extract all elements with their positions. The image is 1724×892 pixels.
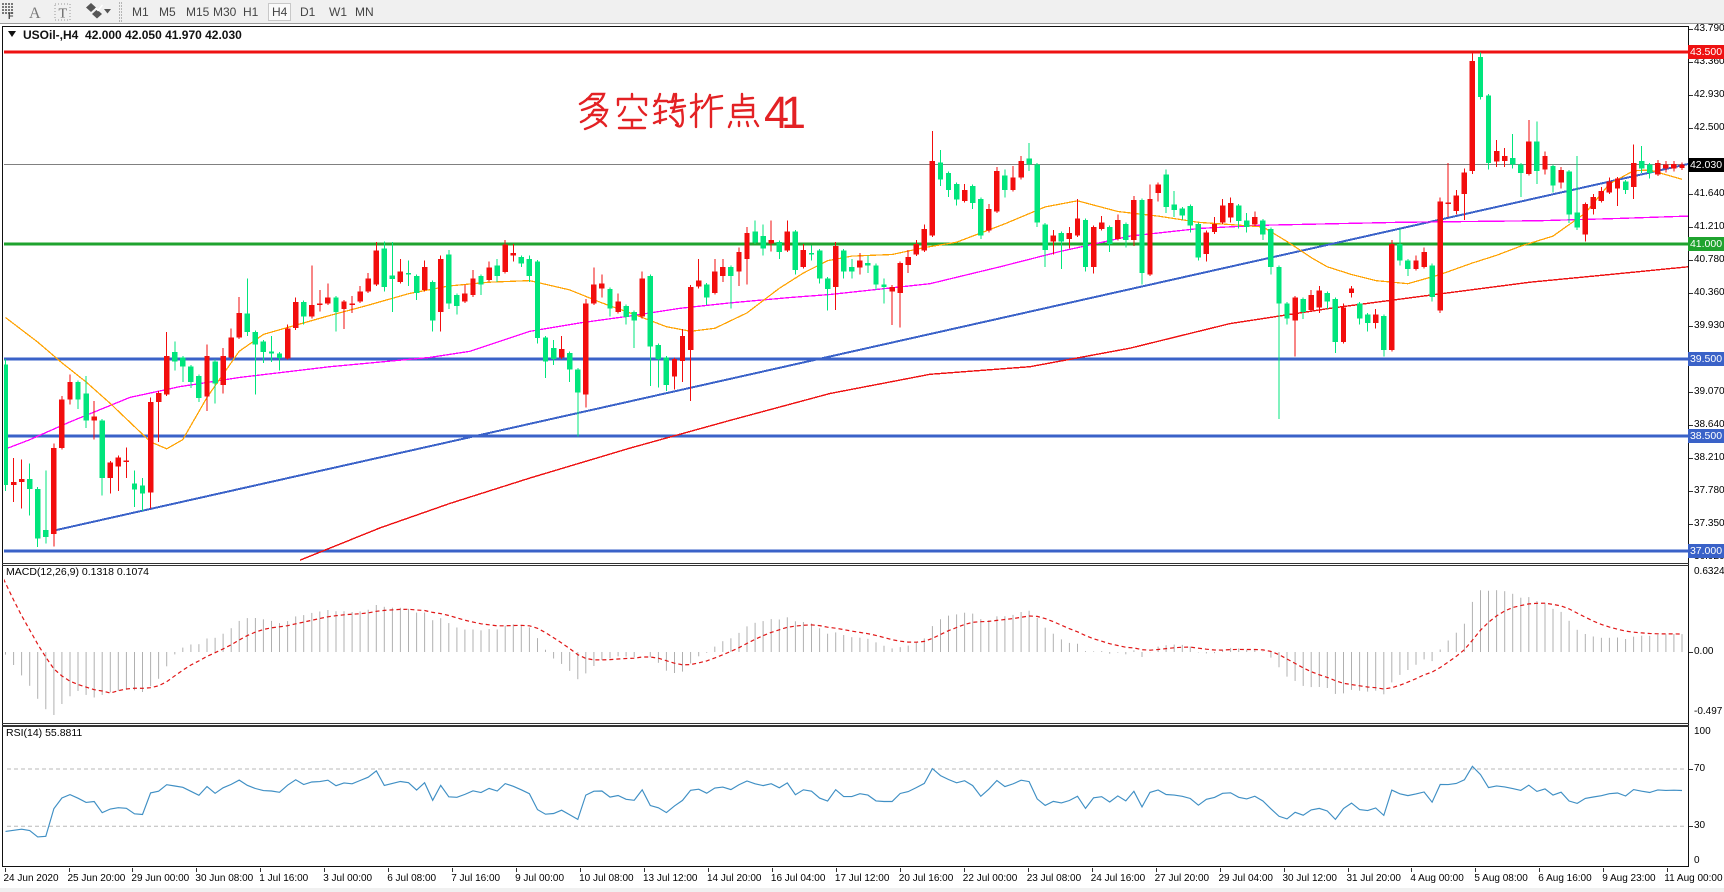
svg-text:F: F [8, 11, 14, 21]
svg-text:A: A [29, 5, 41, 22]
svg-text:41: 41 [764, 92, 806, 134]
svg-text:T: T [59, 7, 68, 22]
